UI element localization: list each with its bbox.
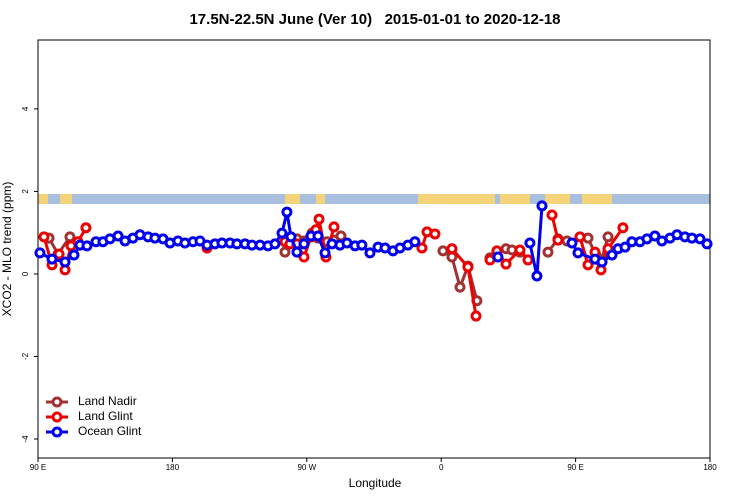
x-tick-label: 90 W — [297, 463, 316, 472]
point — [582, 259, 594, 271]
y-tick-label: 4 — [21, 106, 30, 111]
point — [524, 237, 536, 249]
point — [701, 238, 713, 250]
point — [356, 239, 368, 251]
land-ocean-strip — [38, 194, 710, 204]
point — [328, 221, 340, 233]
point — [81, 240, 93, 252]
point — [80, 222, 92, 234]
point — [574, 231, 586, 243]
point — [291, 246, 303, 258]
point — [694, 233, 706, 245]
point — [470, 310, 482, 322]
y-axis-label: XCO2 - MLO trend (ppm) — [0, 182, 14, 317]
y-tick-label: -4 — [21, 435, 30, 443]
point — [566, 237, 578, 249]
point — [429, 228, 441, 240]
legend-marker — [51, 396, 63, 408]
point — [279, 246, 291, 258]
point — [38, 231, 50, 243]
point — [64, 231, 76, 243]
legend-label: Ocean Glint — [78, 424, 142, 438]
legend-label: Land Nadir — [78, 394, 137, 408]
y-tick-label: 0 — [21, 271, 30, 276]
y-tick-label: 2 — [21, 189, 30, 194]
point — [409, 236, 421, 248]
point — [112, 230, 124, 242]
x-tick-label: 180 — [703, 463, 717, 472]
point — [281, 206, 293, 218]
legend-label: Land Glint — [78, 409, 133, 423]
point — [446, 243, 458, 255]
point — [619, 241, 631, 253]
point — [606, 249, 618, 261]
point — [552, 234, 564, 246]
legend-marker — [51, 411, 63, 423]
x-tick-label: 180 — [166, 463, 180, 472]
point — [312, 230, 324, 242]
point — [364, 247, 376, 259]
point — [46, 253, 58, 265]
point — [319, 247, 331, 259]
point — [531, 270, 543, 282]
point — [522, 254, 534, 266]
point — [492, 251, 504, 263]
point — [285, 231, 297, 243]
x-tick-label: 90 E — [567, 463, 583, 472]
x-tick-label: 0 — [439, 463, 444, 472]
point — [602, 231, 614, 243]
point — [53, 248, 65, 260]
point — [34, 247, 46, 259]
point — [454, 281, 466, 293]
legend-marker — [51, 426, 63, 438]
point — [536, 200, 548, 212]
point — [617, 222, 629, 234]
point — [437, 245, 449, 257]
point — [514, 244, 526, 256]
point — [572, 247, 584, 259]
point — [313, 213, 325, 225]
point — [546, 209, 558, 221]
point — [416, 242, 428, 254]
x-axis-label: Longitude — [349, 476, 402, 490]
point — [68, 249, 80, 261]
point — [276, 227, 288, 239]
point — [542, 246, 554, 258]
chart-title: 17.5N-22.5N June (Ver 10) 2015-01-01 to … — [189, 11, 560, 28]
point — [500, 258, 512, 270]
x-tick-label: 90 E — [30, 463, 46, 472]
point — [462, 261, 474, 273]
point — [649, 230, 661, 242]
y-tick-label: -2 — [21, 352, 30, 360]
point — [269, 238, 281, 250]
point — [298, 238, 310, 250]
point — [596, 256, 608, 268]
point — [59, 256, 71, 268]
point — [298, 251, 310, 263]
